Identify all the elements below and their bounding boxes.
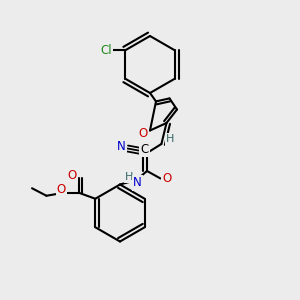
Text: O: O: [68, 169, 77, 182]
Text: O: O: [139, 127, 148, 140]
Text: Cl: Cl: [100, 44, 112, 57]
Text: O: O: [162, 172, 171, 185]
Text: H: H: [125, 172, 133, 182]
Text: N: N: [133, 176, 142, 190]
Text: C: C: [140, 143, 149, 156]
Text: N: N: [117, 140, 126, 154]
Text: H: H: [166, 134, 174, 145]
Text: O: O: [57, 183, 66, 196]
